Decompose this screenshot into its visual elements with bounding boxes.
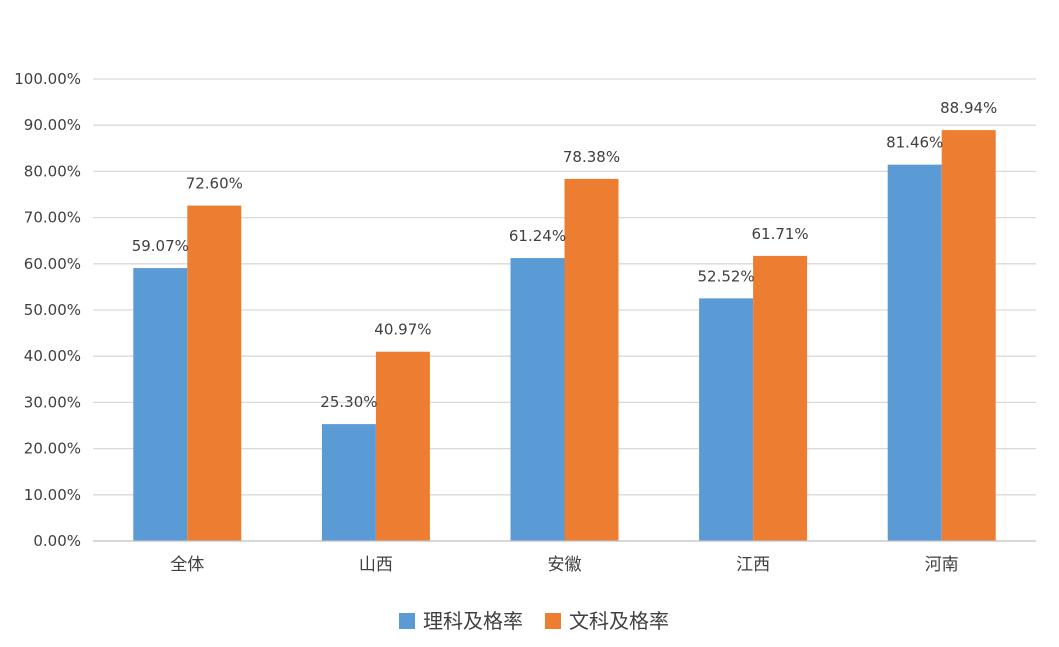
legend-item-series-2: 文科及格率: [545, 609, 669, 633]
data-label: 61.71%: [751, 225, 808, 243]
data-labels: 59.07% 72.60% 25.30% 40.97% 61.24% 78.38% 52.5…: [132, 99, 998, 411]
y-tick-label: 40.00%: [24, 347, 81, 365]
bar-2-1: [187, 205, 242, 541]
data-label: 61.24%: [509, 227, 566, 245]
data-label: 72.60%: [186, 175, 243, 193]
legend-swatch-series-2: [545, 613, 561, 629]
legend-swatch-series-1: [399, 613, 415, 629]
data-label: 59.07%: [132, 237, 189, 255]
x-axis: 全体 山西 安徽 江西 河南: [93, 540, 1036, 575]
y-axis-ticks: 0.00% 10.00% 20.00% 30.00% 40.00% 50.00% 60.00…: [14, 70, 81, 550]
y-tick-label: 20.00%: [24, 440, 81, 458]
y-tick-label: 70.00%: [24, 209, 81, 227]
y-tick-label: 80.00%: [24, 162, 81, 180]
data-label: 25.30%: [320, 393, 377, 411]
data-label: 52.52%: [697, 267, 754, 285]
x-tick-label: 安徽: [548, 555, 582, 575]
x-tick-label: 河南: [925, 555, 959, 575]
y-tick-label: 100.00%: [14, 70, 81, 88]
legend: 理科及格率 文科及格率: [399, 609, 669, 633]
bar-1-1: [133, 268, 188, 541]
data-label: 78.38%: [563, 148, 620, 166]
y-tick-label: 60.00%: [24, 255, 81, 273]
bar-2-5: [941, 130, 996, 541]
y-tick-label: 10.00%: [24, 486, 81, 504]
bar-2-3: [564, 178, 619, 541]
x-tick-label: 山西: [359, 555, 393, 575]
legend-item-series-1: 理科及格率: [399, 609, 523, 633]
legend-label-series-2: 文科及格率: [569, 609, 669, 633]
y-tick-label: 90.00%: [24, 116, 81, 134]
y-tick-label: 30.00%: [24, 393, 81, 411]
data-label: 81.46%: [886, 134, 943, 152]
bars: [133, 130, 996, 542]
legend-label-series-1: 理科及格率: [423, 609, 523, 633]
y-tick-label: 0.00%: [33, 532, 81, 550]
x-tick-label: 江西: [736, 555, 770, 575]
bar-1-4: [699, 298, 754, 541]
data-label: 88.94%: [940, 99, 997, 117]
bar-2-2: [375, 351, 430, 541]
y-tick-label: 50.00%: [24, 301, 81, 319]
data-label: 40.97%: [374, 321, 431, 339]
bar-1-2: [321, 424, 376, 541]
bar-1-5: [887, 164, 942, 542]
bar-2-4: [753, 255, 808, 542]
bar-1-3: [510, 258, 565, 541]
x-tick-label: 全体: [170, 555, 204, 575]
